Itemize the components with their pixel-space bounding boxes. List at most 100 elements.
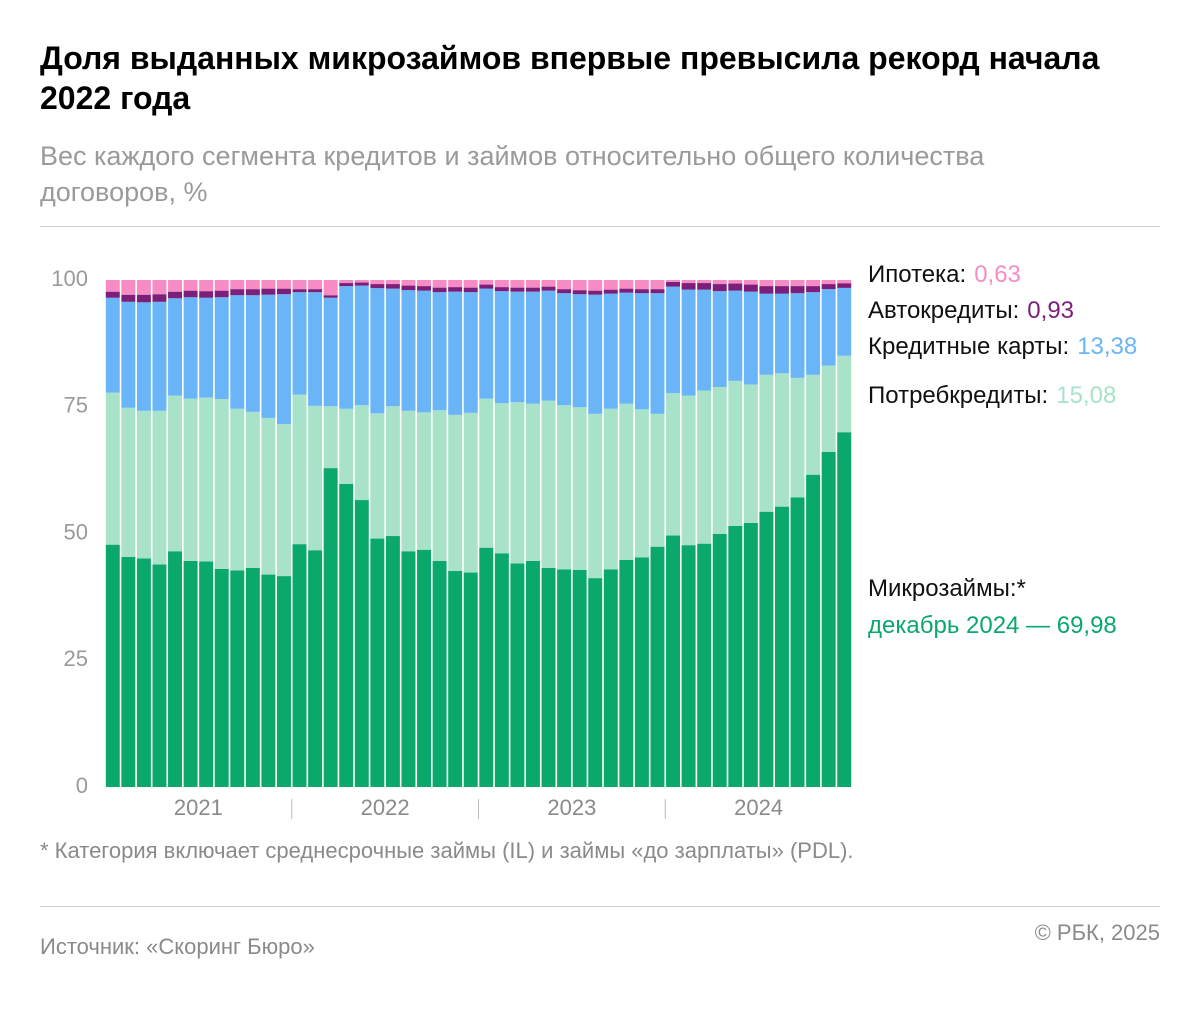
bar-segment (136, 280, 151, 295)
x-group-label: 2023 (547, 795, 596, 820)
bar-segment (619, 292, 634, 404)
bar-segment (821, 365, 836, 452)
bar-segment (261, 294, 276, 418)
bar-segment (494, 403, 509, 554)
bar-segment (603, 408, 618, 570)
bar-segment (448, 287, 463, 292)
bar-segment (152, 564, 167, 787)
bar-segment (494, 287, 509, 292)
bar-segment (510, 287, 525, 292)
bar-segment (666, 393, 681, 536)
bar-segment (168, 298, 183, 396)
bar-segment (370, 288, 385, 414)
bar-segment (728, 525, 743, 787)
bar-segment (588, 578, 603, 787)
bar-segment (230, 289, 245, 296)
bar-segment (168, 551, 183, 787)
bar-segment (821, 280, 836, 285)
bar-segment (650, 280, 665, 290)
bar-segment (245, 411, 260, 568)
bar-segment (417, 290, 432, 413)
legend-value: 13,38 (1077, 333, 1137, 360)
bar-segment (292, 280, 307, 290)
bar-segment (183, 280, 198, 291)
bar-segment (666, 280, 681, 283)
bar-segment (479, 547, 494, 787)
bar-segment (105, 297, 120, 393)
bar-segment (603, 280, 618, 290)
bar-segment (837, 280, 852, 284)
bar-segment (650, 546, 665, 787)
bar-segment (432, 287, 447, 293)
legend-label: Ипотека: 0,63 (868, 261, 1021, 288)
divider (40, 226, 1160, 227)
bar-segment (401, 410, 416, 552)
y-tick-label: 0 (76, 773, 88, 798)
bar-segment (681, 395, 696, 546)
bar-segment (401, 280, 416, 286)
bar-segment (199, 280, 214, 292)
bar-segment (634, 280, 649, 290)
y-tick-label: 25 (64, 646, 88, 671)
bar-segment (401, 551, 416, 787)
bar-segment (417, 549, 432, 787)
bar-segment (774, 293, 789, 374)
bar-segment (354, 280, 369, 283)
bar-segment (339, 286, 354, 409)
bar-segment (634, 409, 649, 558)
bar-segment (448, 291, 463, 415)
bar-segment (510, 563, 525, 787)
bar-segment (199, 291, 214, 298)
bar-segment (417, 412, 432, 550)
bar-segment (774, 280, 789, 287)
bar-segment (432, 292, 447, 411)
bar-segment (168, 395, 183, 552)
bar-segment (743, 291, 758, 385)
bar-segment (557, 289, 572, 294)
bar-segment (323, 280, 338, 296)
bar-segment (121, 407, 136, 557)
legend-name: Автокредиты: (868, 297, 1019, 324)
bar-segment (712, 534, 727, 787)
bar-segment (588, 290, 603, 295)
bar-segment (572, 280, 587, 291)
bar-segment (136, 558, 151, 787)
bar-segment (261, 288, 276, 295)
bar-segment (650, 289, 665, 294)
bar-segment (417, 280, 432, 287)
bar-segment (214, 280, 229, 291)
bar-segment (370, 284, 385, 289)
bar-segment (121, 280, 136, 295)
legend-label: Микрозаймы:* декабрь 2024 — 69,98 (868, 575, 1117, 639)
legend-value: 15,08 (1056, 382, 1116, 409)
bar-segment (370, 538, 385, 787)
bar-segment (728, 283, 743, 291)
bar-segment (774, 506, 789, 787)
bar-segment (385, 536, 400, 787)
bar-segment (214, 297, 229, 400)
bar-segment (588, 294, 603, 414)
bar-segment (214, 290, 229, 298)
bar-segment (557, 569, 572, 787)
bar-segment (666, 282, 681, 287)
bar-segment (183, 290, 198, 298)
bar-segment (354, 282, 369, 286)
bar-segment (121, 556, 136, 787)
bar-segment (448, 280, 463, 288)
bar-segment (448, 414, 463, 572)
bar-segment (759, 511, 774, 787)
bar-segment (308, 550, 323, 787)
y-tick-label: 75 (64, 393, 88, 418)
bar-segment (806, 292, 821, 375)
bar-segment (276, 280, 291, 289)
bar-segment (603, 289, 618, 294)
bar-segment (790, 286, 805, 294)
bar-segment (245, 567, 260, 787)
bar-segment (230, 295, 245, 409)
bar-segment (743, 284, 758, 292)
bar-segment (634, 293, 649, 410)
bar-segment (354, 500, 369, 787)
bar-segment (650, 293, 665, 414)
bar-segment (479, 280, 494, 285)
x-group-label: 2024 (734, 795, 783, 820)
